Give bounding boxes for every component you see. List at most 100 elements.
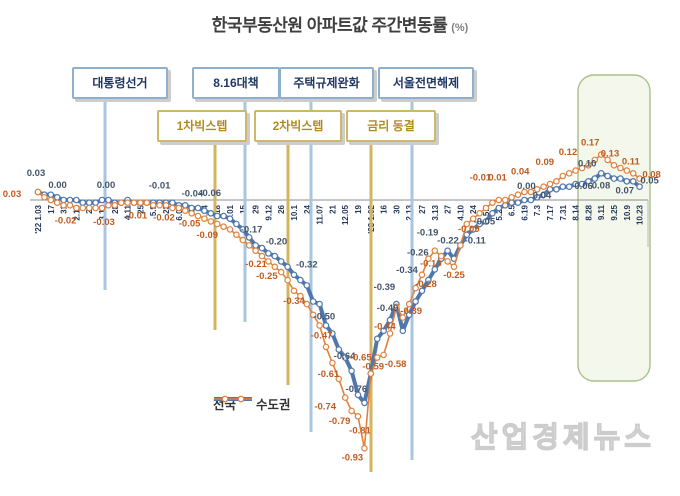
point-label: 0.11 — [622, 157, 641, 168]
data-point-marker — [137, 199, 144, 207]
data-point-marker — [476, 210, 483, 217]
data-point-marker — [188, 204, 195, 212]
data-point-marker — [578, 164, 586, 172]
x-tick-label: 15 — [239, 204, 248, 213]
point-label: -0.11 — [465, 235, 487, 246]
data-point-marker — [201, 207, 208, 215]
data-point-marker — [540, 183, 547, 191]
legend-item-metro: 수도권 — [214, 394, 291, 413]
data-point-marker — [553, 186, 560, 193]
data-point-marker — [501, 196, 509, 204]
data-point-marker — [559, 172, 567, 180]
data-point-marker — [495, 196, 503, 204]
data-point-marker — [79, 204, 87, 212]
data-point-marker — [533, 186, 541, 193]
data-point-marker — [617, 164, 624, 172]
data-point-marker — [188, 210, 195, 217]
x-tick-label: 9.12 — [264, 204, 273, 220]
x-tick-label: 11.07 — [316, 204, 325, 224]
data-point-marker — [34, 188, 42, 196]
data-point-marker — [169, 204, 176, 212]
data-point-marker — [482, 204, 490, 212]
event-box-서울전면해제: 서울전면해제 — [378, 67, 474, 99]
data-point-marker — [98, 204, 106, 212]
point-label: -0.26 — [407, 247, 429, 258]
point-label: -0.64 — [334, 351, 356, 362]
data-point-marker — [386, 330, 394, 337]
data-point-marker — [220, 223, 227, 231]
data-point-marker — [636, 175, 643, 182]
data-point-marker — [92, 204, 99, 212]
data-point-marker — [533, 194, 541, 201]
point-label: -0.65 — [350, 353, 372, 364]
data-point-marker — [444, 258, 451, 265]
point-label: -0.21 — [245, 259, 267, 270]
point-label: -0.93 — [342, 452, 364, 463]
event-lines — [103, 97, 414, 472]
data-point-marker — [495, 204, 503, 212]
x-tick-label: 6.5 — [508, 204, 517, 216]
series-metro — [34, 151, 643, 452]
x-tick-label: 16 — [380, 204, 389, 213]
data-point-marker — [559, 183, 567, 191]
x-tick-label: 10.23 — [636, 204, 645, 225]
page-title: 한국부동산원 아파트값 주간변동률 (%) — [0, 11, 680, 36]
data-point-marker — [213, 212, 221, 220]
data-point-marker — [322, 322, 330, 329]
point-label: -0.39 — [374, 282, 396, 293]
data-point-marker — [425, 255, 432, 263]
data-point-marker — [181, 207, 189, 215]
data-point-marker — [565, 183, 573, 191]
point-label: -0.47 — [311, 331, 333, 342]
x-tick-label: 9.25 — [610, 204, 619, 220]
data-point-marker — [66, 196, 74, 204]
data-point-marker — [418, 271, 426, 279]
data-point-marker — [322, 343, 330, 351]
data-point-marker — [60, 196, 67, 204]
event-box-주택규제완화: 주택규제완화 — [279, 67, 374, 99]
data-point-marker — [623, 167, 631, 174]
point-label: -0.81 — [349, 425, 371, 436]
data-point-marker — [380, 351, 387, 359]
data-point-marker — [373, 354, 381, 361]
data-point-marker — [271, 252, 279, 260]
point-label: 0.09 — [536, 157, 555, 168]
data-point-marker — [405, 311, 413, 319]
x-tick-label: 30 — [392, 204, 401, 213]
data-point-marker — [501, 202, 509, 209]
data-point-marker — [213, 220, 221, 228]
data-point-marker — [252, 247, 259, 255]
data-point-marker — [271, 263, 279, 271]
data-point-marker — [565, 170, 573, 177]
legend-national-label: 전국 — [213, 398, 237, 412]
data-point-marker — [207, 210, 215, 217]
x-tick-label: 27 — [418, 204, 427, 213]
data-point-marker — [412, 298, 419, 305]
x-tick-label: 9.11 — [597, 204, 606, 220]
x-tick-label: 29 — [252, 204, 261, 213]
point-label: 0.17 — [581, 138, 600, 149]
point-label: -0.01 — [126, 211, 148, 222]
point-label: 0.07 — [616, 185, 635, 196]
point-label: -0.04 — [182, 189, 204, 200]
point-label: -0.17 — [241, 224, 263, 235]
data-point-marker — [585, 178, 592, 185]
event-box-2차빅스텝: 2차빅스텝 — [254, 110, 342, 142]
data-point-marker — [585, 162, 592, 169]
chart-title: 한국부동산원 아파트값 주간변동률 — [211, 16, 448, 35]
x-tick-label: 7.31 — [559, 204, 568, 220]
data-point-marker — [252, 242, 259, 249]
x-tick-label: 27 — [444, 204, 453, 213]
data-point-marker — [60, 202, 67, 209]
data-point-marker — [521, 196, 528, 204]
point-label: -0.32 — [296, 259, 318, 270]
x-tick-label: 10.9 — [623, 204, 632, 220]
data-point-marker — [629, 170, 637, 177]
point-label: -0.02 — [153, 212, 175, 223]
metro-point-labels: 0.03-0.02 -0.03-0.01 -0.02-0.05-0.09-0.21-… — [3, 138, 661, 464]
data-point-marker — [425, 276, 432, 284]
data-point-marker — [431, 266, 439, 273]
data-point-marker — [393, 303, 400, 311]
